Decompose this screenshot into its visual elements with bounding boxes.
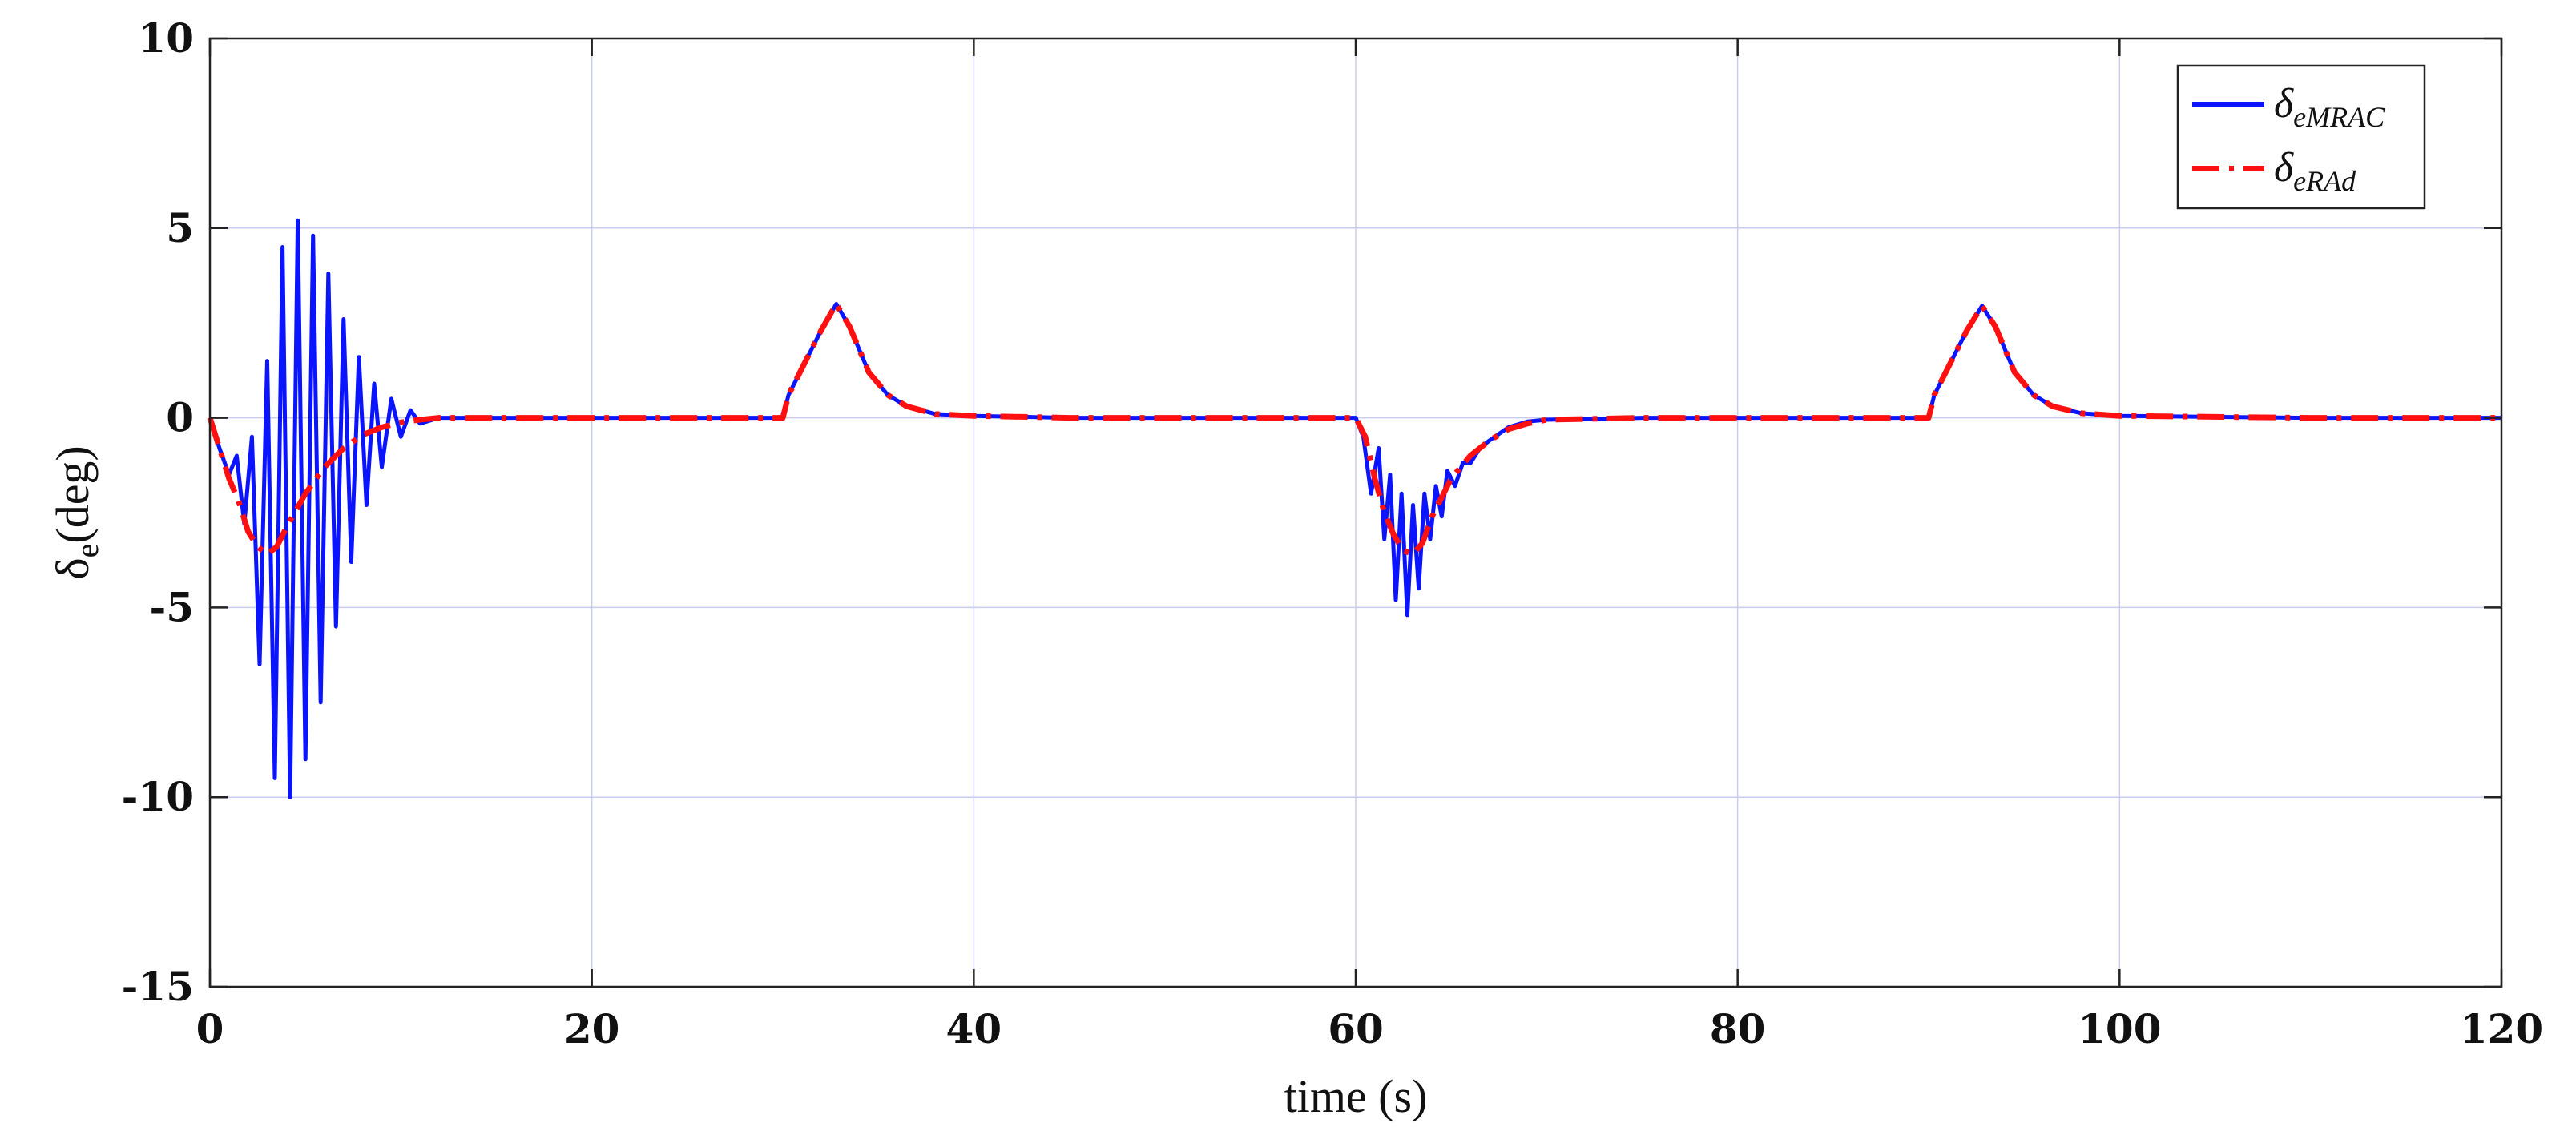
- y-axis-title: δe(deg): [46, 445, 105, 579]
- x-tick-label-5: 100: [2078, 1005, 2161, 1052]
- x-tick-label-0: 0: [196, 1005, 224, 1052]
- x-tick-label-3: 60: [1328, 1005, 1384, 1052]
- svg-text:δe(deg): δe(deg): [46, 445, 105, 579]
- y-tick-label-2: -5: [149, 583, 194, 630]
- legend-entry-mrac-main: δ: [2274, 81, 2294, 127]
- y-axis-title-main: δ: [46, 557, 99, 579]
- y-axis-title-rest: (deg): [46, 445, 99, 543]
- y-tick-label-4: 5: [166, 204, 194, 252]
- legend-entry-mrac: δeMRAC: [2274, 81, 2385, 133]
- series-line-rad: [207, 301, 2501, 557]
- legend-entry-rad-sub: eRAd: [2293, 165, 2356, 197]
- y-tick-label-5: 10: [138, 14, 194, 62]
- y-tick-label-3: 0: [166, 394, 194, 441]
- x-tick-label-2: 40: [946, 1005, 1002, 1052]
- x-tick-label-6: 120: [2460, 1005, 2543, 1052]
- x-tick-label-4: 80: [1710, 1005, 1766, 1052]
- x-tick-label-1: 20: [564, 1005, 620, 1052]
- legend: δeMRAC δeRAd: [2176, 64, 2426, 210]
- legend-entry-mrac-sub: eMRAC: [2293, 101, 2385, 133]
- y-tick-label-1: -10: [122, 773, 194, 820]
- tick-marks-and-labels: 0 20 40 60 80 100 120 -15 -10 -5 0 5 10: [122, 14, 2544, 1052]
- legend-entry-rad: δeRAd: [2274, 145, 2356, 197]
- series-layer: [207, 218, 2501, 799]
- legend-entry-rad-main: δ: [2274, 145, 2294, 191]
- x-axis-title: time (s): [1284, 1070, 1428, 1122]
- y-axis-title-sub: e: [69, 544, 105, 558]
- legend-box: [2176, 64, 2426, 210]
- y-tick-label-0: -15: [122, 963, 194, 1010]
